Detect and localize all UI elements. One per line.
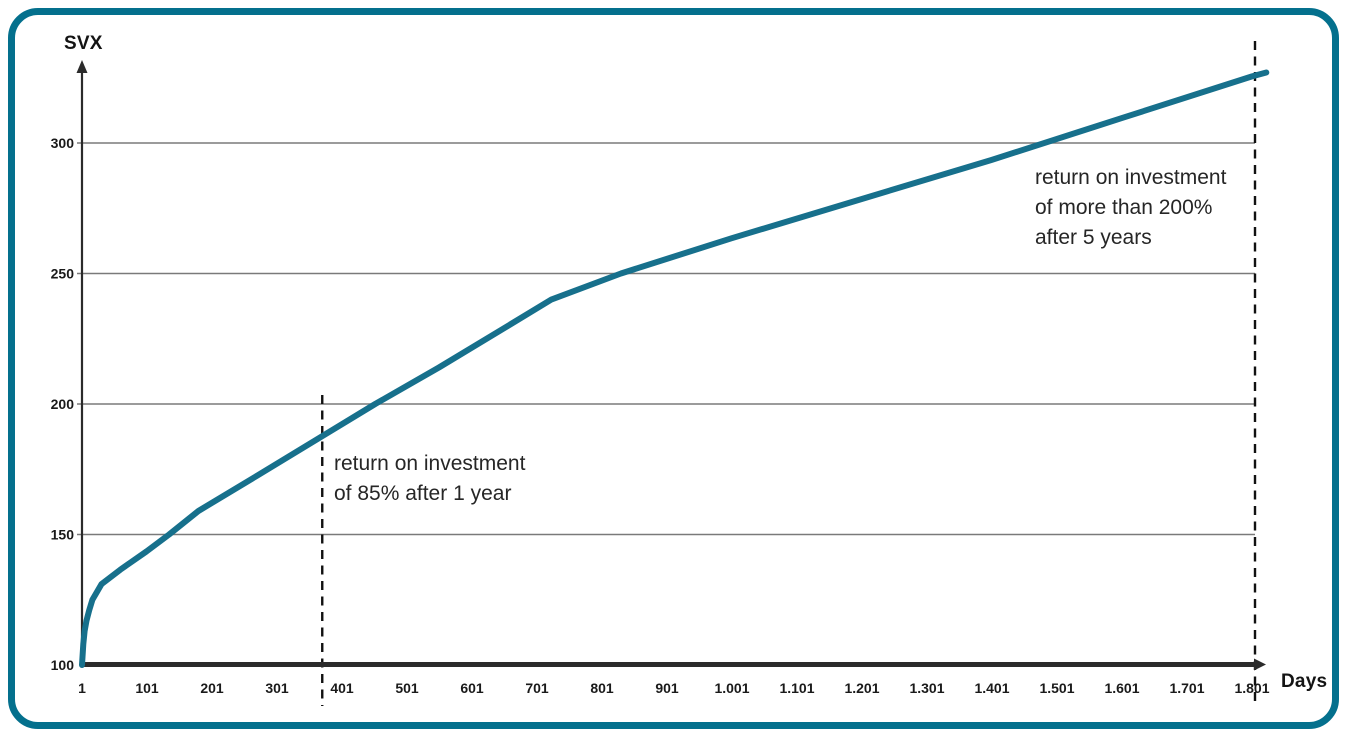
x-tick-label: 801 <box>590 680 614 696</box>
y-tick-label: 300 <box>51 135 75 151</box>
annotation-1-year-roi: return on investment of 85% after 1 year <box>334 452 526 505</box>
x-tick-label: 1.701 <box>1169 680 1204 696</box>
x-tick-label: 901 <box>655 680 679 696</box>
x-tick-label: 101 <box>135 680 159 696</box>
x-tick-label: 1.201 <box>844 680 879 696</box>
x-tick-label: 601 <box>460 680 484 696</box>
x-tick-label: 201 <box>200 680 224 696</box>
x-tick-label: 1.101 <box>779 680 814 696</box>
y-tick-label: 200 <box>51 396 75 412</box>
x-tick-label: 1 <box>78 680 86 696</box>
x-tick-label: 1.401 <box>974 680 1009 696</box>
x-tick-label: 701 <box>525 680 549 696</box>
annotation-5-year-roi: return on investment of more than 200% a… <box>1035 166 1227 249</box>
y-axis-title: SVX <box>64 33 103 54</box>
rounded-teal-frame <box>8 8 1339 729</box>
x-tick-label: 501 <box>395 680 419 696</box>
y-tick-label: 150 <box>51 527 75 543</box>
x-tick-label: 1.801 <box>1234 680 1269 696</box>
x-tick-label: 301 <box>265 680 289 696</box>
svx-curve <box>79 69 1270 668</box>
x-axis-arrowhead-icon <box>1254 658 1266 671</box>
x-axis-title: Days <box>1281 671 1328 692</box>
y-axis-arrowhead-icon <box>76 60 88 73</box>
x-tick-label: 1.501 <box>1039 680 1074 696</box>
x-tick-label: 1.601 <box>1104 680 1139 696</box>
x-tick-label: 1.301 <box>909 680 944 696</box>
x-tick-label: 401 <box>330 680 354 696</box>
y-tick-label: 100 <box>51 657 75 673</box>
y-tick-label: 250 <box>51 266 75 282</box>
x-tick-label: 1.001 <box>714 680 749 696</box>
